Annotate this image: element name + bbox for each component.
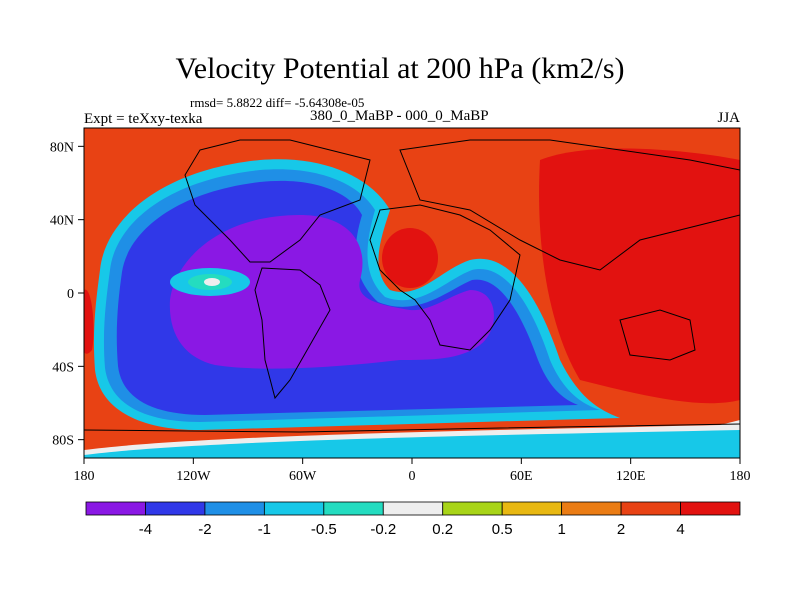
x-tick-label: 180 — [730, 469, 751, 484]
y-axis: 80N 40N 0 40S 80S — [50, 140, 84, 449]
y-tick-label: 80N — [50, 140, 74, 155]
colorbar-label: -4 — [139, 521, 152, 538]
colorbar-label: 0.2 — [432, 521, 453, 538]
positive-max-east — [539, 148, 740, 404]
colorbar-swatch — [263, 501, 325, 516]
colorbar-label: 2 — [617, 521, 625, 538]
colorbar-swatch — [323, 501, 384, 516]
positive-max-europe — [382, 228, 438, 288]
africa-europe-outline — [369, 204, 521, 351]
positive-max-west — [84, 289, 94, 354]
y-tick-label: 40S — [52, 360, 74, 375]
season-label: JJA — [717, 110, 740, 126]
x-tick-label: 120E — [616, 469, 646, 484]
x-tick-label: 60E — [510, 469, 533, 484]
comparison-label: 380_0_MaBP - 000_0_MaBP — [310, 108, 489, 124]
island-white — [204, 278, 220, 286]
colorbar-swatch — [620, 501, 681, 516]
eurasia-outline — [399, 139, 740, 271]
x-axis: 180 120W 60W 0 60E 120E 180 — [74, 458, 751, 484]
antarctica-outline — [84, 423, 740, 433]
colorbar-label: -1 — [258, 521, 271, 538]
colorbar-swatch — [204, 501, 265, 516]
colorbar-label: 0.5 — [492, 521, 513, 538]
colorbar-label: -0.2 — [370, 521, 396, 538]
x-tick-label: 0 — [409, 469, 416, 484]
colorbar-swatch — [145, 501, 206, 516]
colorbar-swatch — [561, 501, 622, 516]
colorbar-label: -2 — [198, 521, 211, 538]
chart-title: Velocity Potential at 200 hPa (km2/s) — [175, 52, 625, 85]
colorbar-swatch — [501, 501, 563, 516]
south-america-outline — [254, 267, 331, 400]
y-tick-label: 80S — [52, 434, 74, 449]
australia-outline — [619, 309, 696, 361]
colorbar-swatch — [85, 501, 146, 516]
colorbar: -4 -2 -1 -0.5 -0.2 0.2 0.5 1 2 4 — [85, 501, 741, 538]
stats-label: rmsd= 5.8822 diff= -5.64308e-05 — [190, 95, 365, 110]
x-tick-label: 120W — [176, 469, 211, 484]
colorbar-swatch — [680, 501, 741, 516]
colorbar-label: 4 — [676, 521, 684, 538]
colorbar-label: 1 — [557, 521, 565, 538]
experiment-label: Expt = teXxy-texka — [84, 111, 203, 127]
band-purple — [169, 215, 494, 369]
y-tick-label: 0 — [67, 287, 74, 302]
x-tick-label: 60W — [289, 469, 317, 484]
coastlines — [84, 139, 740, 433]
y-tick-label: 40N — [50, 214, 74, 229]
colorbar-label: -0.5 — [311, 521, 337, 538]
x-tick-label: 180 — [74, 469, 95, 484]
colorbar-swatch — [382, 501, 444, 516]
contour-field — [84, 128, 740, 458]
band-cyan-south — [84, 430, 740, 458]
colorbar-swatch — [442, 501, 503, 516]
north-america-outline — [184, 139, 371, 263]
